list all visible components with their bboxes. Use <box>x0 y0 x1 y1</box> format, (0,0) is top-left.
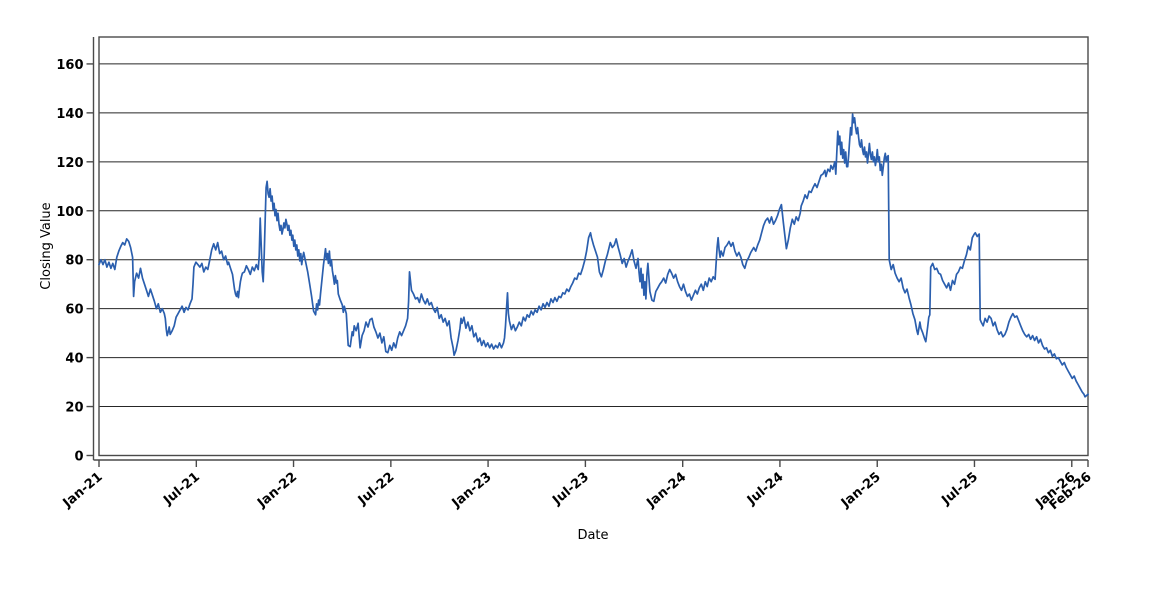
closing-value-line <box>98 113 1089 398</box>
x-tick-label: Jul-23 <box>549 470 592 509</box>
y-tick-label: 0 <box>74 450 83 465</box>
x-tick-label: Jan-21 <box>60 470 106 512</box>
x-tick-label: Jul-25 <box>938 470 981 509</box>
y-tick-label: 60 <box>65 303 83 318</box>
x-tick-label: Jan-23 <box>449 470 495 512</box>
y-tick-label: 80 <box>65 254 83 269</box>
y-tick-label: 100 <box>56 205 83 220</box>
y-axis-title: Closing Value <box>39 202 54 289</box>
y-tick-label: 40 <box>65 352 83 367</box>
x-tick-label: Jan-24 <box>643 470 689 512</box>
x-axis-title: Date <box>577 528 608 543</box>
x-tick-label: Jul-21 <box>160 470 203 509</box>
x-tick-label: Jul-22 <box>355 470 398 509</box>
y-tick-label: 160 <box>56 58 83 73</box>
x-tick-label: Jan-25 <box>838 470 884 512</box>
x-tick-label: Jul-24 <box>744 470 787 509</box>
series-layer <box>98 113 1089 398</box>
grid <box>99 63 1088 408</box>
y-tick-label: 140 <box>56 107 83 122</box>
plot-border <box>98 36 1089 457</box>
y-tick-label: 120 <box>56 156 83 171</box>
y-tick-label: 20 <box>65 401 83 416</box>
x-tick-label: Jan-22 <box>254 470 300 512</box>
axes: 0 20 40 60 80 100 120 140 160 Jan-21 Jul-21 Jan-22 J… <box>56 36 1095 513</box>
